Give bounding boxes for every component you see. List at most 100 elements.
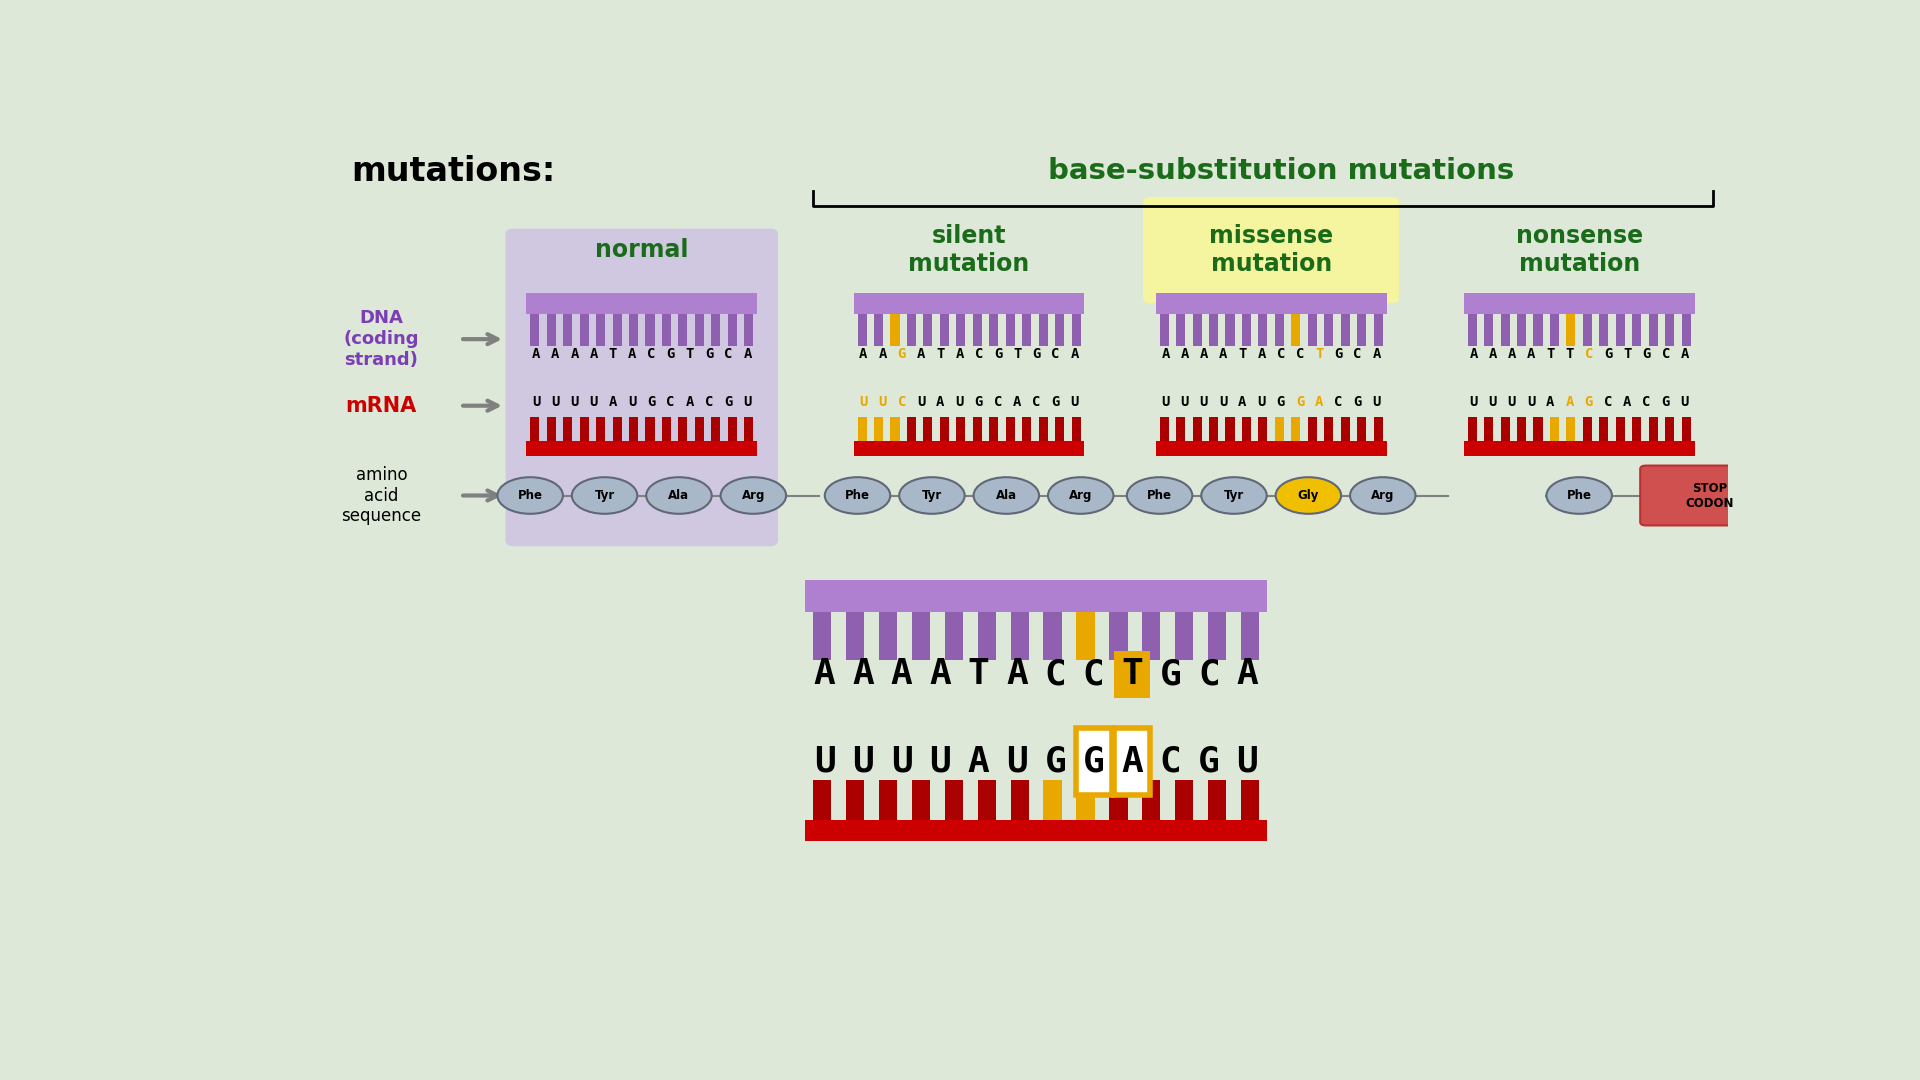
Bar — [1021, 417, 1031, 442]
Text: G: G — [1603, 347, 1613, 361]
Text: C: C — [666, 395, 674, 409]
Bar — [612, 314, 622, 346]
Bar — [1056, 314, 1064, 346]
Bar — [989, 314, 998, 346]
Bar — [854, 442, 1085, 457]
Bar — [1142, 612, 1160, 660]
Text: G: G — [1277, 395, 1284, 409]
Text: A: A — [1162, 347, 1169, 361]
Bar — [1463, 442, 1695, 457]
Text: G: G — [1033, 347, 1041, 361]
Text: U: U — [956, 395, 964, 409]
Text: Ala: Ala — [996, 489, 1018, 502]
Bar — [854, 294, 1085, 314]
Text: nonsense
mutation: nonsense mutation — [1515, 225, 1644, 276]
Bar — [1484, 314, 1494, 346]
Text: U: U — [589, 395, 597, 409]
Text: mutations:: mutations: — [351, 154, 557, 188]
Bar — [1467, 417, 1476, 442]
Text: A: A — [852, 658, 874, 691]
Bar — [1110, 780, 1127, 820]
Bar — [630, 314, 637, 346]
Text: silent
mutation: silent mutation — [908, 225, 1029, 276]
Text: DNA
(coding
strand): DNA (coding strand) — [344, 309, 419, 369]
Bar — [912, 780, 929, 820]
FancyBboxPatch shape — [1114, 728, 1150, 795]
Text: C: C — [1661, 347, 1670, 361]
Text: C: C — [1033, 395, 1041, 409]
Text: G: G — [1354, 395, 1361, 409]
Bar — [1142, 780, 1160, 820]
Bar — [1242, 314, 1252, 346]
Bar — [1210, 417, 1217, 442]
Text: normal: normal — [595, 239, 689, 262]
Text: G: G — [1052, 395, 1060, 409]
Bar — [924, 314, 933, 346]
Bar — [1043, 780, 1062, 820]
Bar — [1549, 417, 1559, 442]
Text: C: C — [724, 347, 732, 361]
Bar — [874, 417, 883, 442]
Bar — [1340, 417, 1350, 442]
Bar — [1582, 314, 1592, 346]
Bar — [1177, 314, 1185, 346]
Bar — [1177, 417, 1185, 442]
Bar — [973, 417, 981, 442]
Circle shape — [1048, 477, 1114, 514]
Bar — [1071, 314, 1081, 346]
Text: A: A — [1507, 347, 1517, 361]
Text: T: T — [937, 347, 945, 361]
Text: A: A — [1236, 658, 1258, 691]
Bar — [1665, 417, 1674, 442]
Bar — [1373, 314, 1382, 346]
Bar — [1077, 612, 1094, 660]
Bar — [1632, 417, 1642, 442]
Bar — [1357, 314, 1367, 346]
Text: C: C — [1584, 347, 1594, 361]
Text: C: C — [647, 347, 655, 361]
Text: A: A — [1014, 395, 1021, 409]
Text: A: A — [814, 658, 835, 691]
Text: A: A — [1238, 395, 1246, 409]
Bar — [1077, 780, 1094, 820]
Bar — [1325, 314, 1332, 346]
Bar — [662, 417, 670, 442]
Text: U: U — [891, 744, 912, 779]
Bar — [1192, 417, 1202, 442]
FancyBboxPatch shape — [505, 229, 778, 546]
Text: A: A — [1219, 347, 1227, 361]
Text: U: U — [1258, 395, 1265, 409]
Circle shape — [1275, 477, 1340, 514]
Text: C: C — [1334, 395, 1342, 409]
Bar — [1325, 417, 1332, 442]
Text: C: C — [1160, 744, 1181, 779]
Text: T: T — [1622, 347, 1632, 361]
Bar — [1208, 780, 1227, 820]
Text: U: U — [1181, 395, 1188, 409]
Bar — [1517, 417, 1526, 442]
Text: G: G — [975, 395, 983, 409]
Bar — [1275, 314, 1284, 346]
Text: A: A — [1315, 395, 1323, 409]
Text: A: A — [609, 395, 616, 409]
Bar — [1021, 314, 1031, 346]
Text: Ala: Ala — [668, 489, 689, 502]
Circle shape — [572, 477, 637, 514]
Text: A: A — [1526, 347, 1536, 361]
Bar — [595, 417, 605, 442]
Bar — [1240, 612, 1260, 660]
Bar — [745, 314, 753, 346]
Text: A: A — [1680, 347, 1690, 361]
Text: U: U — [1200, 395, 1208, 409]
Text: C: C — [705, 395, 712, 409]
Bar — [1156, 294, 1386, 314]
Bar — [1567, 314, 1576, 346]
Text: U: U — [1219, 395, 1227, 409]
Text: U: U — [1488, 395, 1498, 409]
Bar — [1071, 417, 1081, 442]
Bar — [1258, 314, 1267, 346]
Bar — [941, 314, 948, 346]
Bar — [1010, 612, 1029, 660]
Text: STOP
CODON: STOP CODON — [1686, 482, 1734, 510]
Text: A: A — [1488, 347, 1498, 361]
